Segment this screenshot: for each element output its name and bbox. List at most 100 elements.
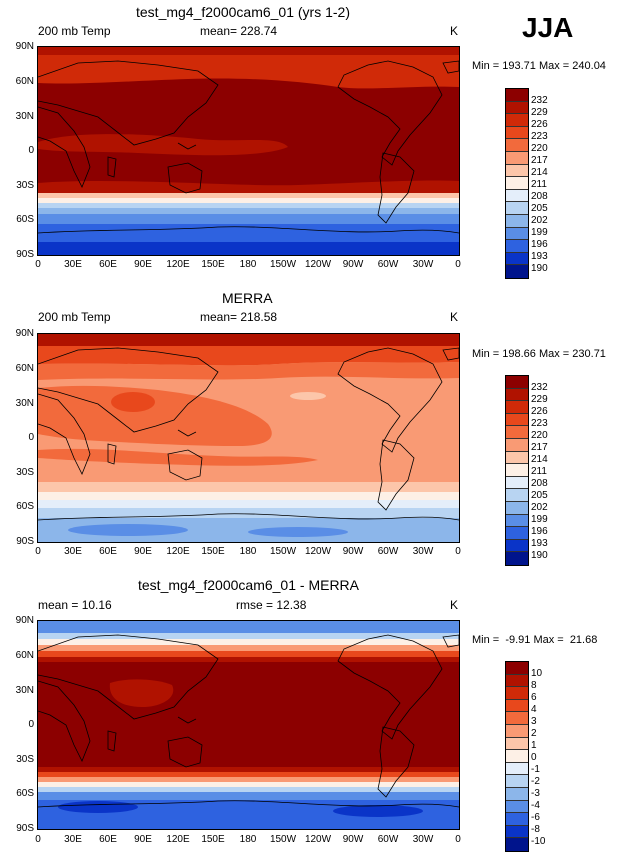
panel-1-lat-tick: 30N bbox=[15, 111, 34, 122]
colorbar-swatch bbox=[506, 214, 528, 228]
panel-3-lon-tick: 0 bbox=[455, 834, 461, 845]
panel-2-lat-tick: 30N bbox=[15, 398, 34, 409]
colorbar-swatch bbox=[506, 89, 528, 102]
panel-2-colorbar-label: 193 bbox=[531, 538, 548, 549]
panel-1-colorbar-label: 229 bbox=[531, 107, 548, 118]
colorbar-swatch bbox=[506, 737, 528, 751]
panel-1-lon-tick: 120W bbox=[304, 259, 332, 270]
colorbar-swatch bbox=[506, 265, 528, 278]
panel-1-colorbar-label: 232 bbox=[531, 95, 548, 106]
panel-3-lon-tick: 90W bbox=[342, 834, 364, 845]
panel-2-lon-tick: 150W bbox=[269, 546, 297, 557]
colorbar-swatch bbox=[506, 775, 528, 788]
colorbar-swatch bbox=[506, 699, 528, 713]
panel-2-variable-label: 200 mb Temp bbox=[38, 310, 111, 324]
colorbar-swatch bbox=[506, 800, 528, 814]
panel-1-lon-tick: 150W bbox=[269, 259, 297, 270]
panel-1-lon-tick: 90E bbox=[134, 259, 152, 270]
colorbar-swatch bbox=[506, 426, 528, 439]
colorbar-swatch bbox=[506, 750, 528, 763]
colorbar-swatch bbox=[506, 662, 528, 675]
panel-3-lat-tick: 60S bbox=[16, 788, 34, 799]
panel-2-colorbar-label: 226 bbox=[531, 406, 548, 417]
panel-3-colorbar-label: 0 bbox=[531, 752, 537, 763]
panel-1-lon-tick: 30E bbox=[64, 259, 82, 270]
panel-3-lon-tick: 120W bbox=[304, 834, 332, 845]
panel-2-lon-tick: 0 bbox=[455, 546, 461, 557]
colorbar-swatch bbox=[506, 514, 528, 528]
panel-3-title: test_mg4_f2000cam6_01 - MERRA bbox=[138, 577, 359, 593]
panel-1-colorbar-label: 208 bbox=[531, 191, 548, 202]
panel-3-units-label: K bbox=[450, 598, 459, 612]
panel-1-colorbar-label: 193 bbox=[531, 251, 548, 262]
panel-3-lon-tick: 120E bbox=[166, 834, 190, 845]
colorbar-swatch bbox=[506, 177, 528, 190]
panel-2-lon-tick: 180 bbox=[239, 546, 257, 557]
panel-1-map bbox=[37, 46, 460, 256]
panel-3-lon-tick: 30E bbox=[64, 834, 82, 845]
panel-2-colorbar bbox=[505, 375, 529, 566]
panel-3-lon-tick: 90E bbox=[134, 834, 152, 845]
colorbar-swatch bbox=[506, 388, 528, 402]
panel-1-lon-tick: 60E bbox=[99, 259, 117, 270]
panel-2-title: MERRA bbox=[222, 290, 273, 306]
panel-3-colorbar-label: 10 bbox=[531, 668, 543, 679]
colorbar-swatch bbox=[506, 552, 528, 565]
panel-1-colorbar-label: 226 bbox=[531, 119, 548, 130]
panel-3-lat-tick: 30S bbox=[16, 754, 34, 765]
panel-2-colorbar-label: 199 bbox=[531, 514, 548, 525]
colorbar-swatch bbox=[506, 687, 528, 700]
panel-1-min-max: Min = 193.71 Max = 240.04 bbox=[472, 60, 606, 72]
panel-2-lat-tick: 0 bbox=[28, 432, 34, 443]
panel-2-lon-tick: 150E bbox=[201, 546, 225, 557]
colorbar-swatch bbox=[506, 787, 528, 801]
panel-2-min-max: Min = 198.66 Max = 230.71 bbox=[472, 348, 606, 360]
panel-3-lon-tick: 30W bbox=[412, 834, 434, 845]
panel-2-lon-tick: 30E bbox=[64, 546, 82, 557]
panel-2-units-label: K bbox=[450, 310, 459, 324]
panel-2-colorbar-label: 229 bbox=[531, 394, 548, 405]
colorbar-swatch bbox=[506, 712, 528, 725]
panel-3-lon-tick: 60E bbox=[99, 834, 117, 845]
panel-2-lon-tick: 30W bbox=[412, 546, 434, 557]
panel-1-colorbar-label: 205 bbox=[531, 203, 548, 214]
panel-2-lat-tick: 90S bbox=[16, 536, 34, 547]
colorbar-swatch bbox=[506, 189, 528, 203]
colorbar-swatch bbox=[506, 126, 528, 140]
panel-3-lat-tick: 90N bbox=[15, 615, 34, 626]
panel-1-lat-tick: 30S bbox=[16, 180, 34, 191]
panel-2-lat-tick: 60S bbox=[16, 501, 34, 512]
colorbar-swatch bbox=[506, 227, 528, 241]
colorbar-swatch bbox=[506, 252, 528, 266]
panel-1-colorbar-label: 202 bbox=[531, 215, 548, 226]
panel-3-lat-tick: 0 bbox=[28, 719, 34, 730]
colorbar-swatch bbox=[506, 838, 528, 851]
panel-3-colorbar-label: 6 bbox=[531, 692, 537, 703]
panel-1-lon-tick: 120E bbox=[166, 259, 190, 270]
panel-3-colorbar-label: 3 bbox=[531, 716, 537, 727]
panel-3-min-max: Min = -9.91 Max = 21.68 bbox=[472, 634, 598, 646]
panel-1-lat-tick: 60S bbox=[16, 214, 34, 225]
season-label: JJA bbox=[522, 12, 574, 43]
panel-3-lon-tick: 150E bbox=[201, 834, 225, 845]
colorbar-swatch bbox=[506, 164, 528, 178]
panel-1-colorbar-label: 199 bbox=[531, 227, 548, 238]
panel-2-colorbar-label: 223 bbox=[531, 418, 548, 429]
panel-1-colorbar-label: 223 bbox=[531, 131, 548, 142]
panel-2-colorbar-label: 217 bbox=[531, 442, 548, 453]
panel-2-lat-tick: 90N bbox=[15, 328, 34, 339]
panel-3-colorbar-label: -1 bbox=[531, 764, 540, 775]
panel-2-colorbar-label: 220 bbox=[531, 430, 548, 441]
panel-2-colorbar-label: 211 bbox=[531, 466, 547, 477]
panel-1-colorbar-label: 211 bbox=[531, 179, 547, 190]
panel-3-colorbar-label: -2 bbox=[531, 776, 540, 787]
panel-1-colorbar-label: 196 bbox=[531, 239, 548, 250]
panel-3-lon-tick: 180 bbox=[239, 834, 257, 845]
panel-3-lat-tick: 60N bbox=[15, 650, 34, 661]
panel-1-lat-tick: 90S bbox=[16, 249, 34, 260]
colorbar-swatch bbox=[506, 151, 528, 165]
colorbar-swatch bbox=[506, 202, 528, 215]
panel-1-lon-tick: 150E bbox=[201, 259, 225, 270]
colorbar-swatch bbox=[506, 501, 528, 515]
panel-2-lat-tick: 30S bbox=[16, 467, 34, 478]
